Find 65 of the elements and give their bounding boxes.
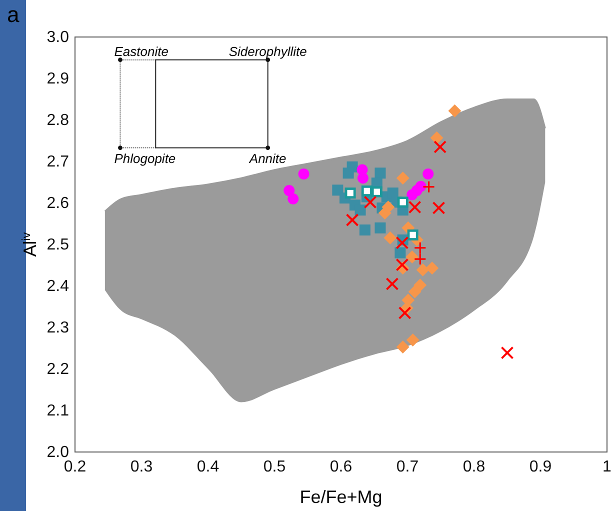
- x-axis-title: Fe/Fe+Mg: [300, 487, 382, 507]
- point: [500, 346, 514, 360]
- annotation: Annite: [248, 150, 286, 166]
- point: [434, 140, 447, 154]
- y-tick-label: 2.8: [46, 112, 70, 130]
- point: [342, 168, 354, 179]
- point: [411, 185, 422, 196]
- point: [394, 247, 406, 258]
- y-tick-label: 2.7: [46, 154, 70, 171]
- point: [408, 285, 422, 298]
- x-tick-label: 1: [602, 458, 611, 476]
- point: [448, 104, 462, 118]
- y-tick-label: 2.4: [46, 278, 70, 296]
- point: [386, 277, 399, 290]
- y-tick-label: 2.9: [46, 70, 70, 88]
- point: [374, 168, 386, 179]
- annotation: Siderophyllite: [228, 44, 307, 59]
- point: [332, 184, 344, 196]
- point: [359, 224, 370, 236]
- point: [430, 131, 444, 144]
- y-tick-label: 2.1: [46, 402, 70, 420]
- x-tick-label: 0.5: [263, 458, 286, 476]
- chart-title: a: [7, 2, 20, 27]
- x-tick-label: 0.7: [396, 458, 419, 476]
- point: [422, 180, 436, 194]
- point: [396, 172, 410, 185]
- point: [432, 201, 446, 214]
- point: [364, 196, 377, 209]
- point: [398, 306, 412, 320]
- point: [396, 340, 410, 354]
- annotation: Eastonite: [114, 44, 168, 59]
- point: [382, 200, 395, 214]
- y-tick-label: 2.3: [46, 320, 70, 337]
- point: [346, 214, 359, 227]
- x-tick-label: 0.3: [130, 458, 153, 476]
- annotation: Phlogopite: [114, 150, 176, 166]
- x-tick-label: 0.8: [462, 458, 486, 476]
- point: [344, 188, 356, 199]
- point: [406, 250, 419, 264]
- point: [426, 262, 439, 275]
- point: [397, 196, 408, 208]
- point: [396, 236, 409, 250]
- x-tick-label: 0.9: [529, 458, 552, 476]
- x-tick-label: 0.6: [330, 458, 352, 476]
- point: [396, 258, 409, 272]
- x-tick-label: 0.4: [196, 458, 220, 476]
- point: [357, 172, 368, 184]
- point: [384, 231, 397, 244]
- point: [422, 168, 434, 180]
- point: [407, 229, 418, 240]
- point: [298, 168, 310, 180]
- point: [416, 263, 430, 276]
- point: [371, 186, 382, 198]
- point: [354, 204, 366, 216]
- point: [414, 278, 427, 292]
- text: 3.0: [46, 29, 69, 46]
- point: [361, 185, 372, 196]
- point: [408, 200, 422, 214]
- y-tick-label: 2.2: [46, 361, 70, 378]
- point: [406, 333, 420, 346]
- point: [284, 185, 295, 196]
- y-tick-label: 2.6: [46, 195, 70, 212]
- point: [374, 222, 386, 234]
- y-tick-label: 2.5: [46, 236, 70, 254]
- point: [288, 193, 299, 204]
